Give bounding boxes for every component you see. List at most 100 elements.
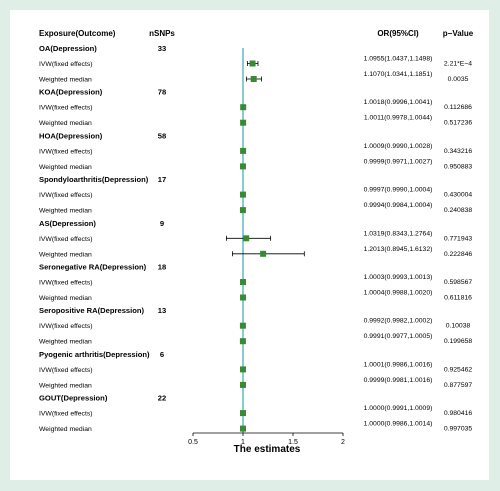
p-value-text: 0.925462 bbox=[444, 366, 473, 373]
header-or: OR(95%CI) bbox=[377, 29, 419, 38]
method-label: IVW(fixed effects) bbox=[39, 411, 93, 418]
group-nsnps: 18 bbox=[158, 263, 166, 272]
estimate-marker bbox=[239, 381, 246, 388]
method-label: IVW(fixed effects) bbox=[39, 148, 93, 155]
x-tick-label: 1 bbox=[241, 439, 245, 446]
estimate-marker bbox=[240, 294, 247, 301]
x-axis: 0.5 1 1.5 2 bbox=[188, 432, 345, 446]
p-value-text: 2.21*E−4 bbox=[444, 61, 472, 68]
estimate-marker bbox=[239, 338, 246, 345]
or-ci-text: 1.0004(0.9988,1.0020) bbox=[364, 290, 433, 297]
estimate-marker bbox=[240, 119, 247, 126]
or-ci-text: 1.0001(0.9986,1.0016) bbox=[364, 361, 433, 368]
group-label: Seronegative RA(Depression) bbox=[39, 263, 147, 272]
estimate-marker bbox=[249, 60, 256, 67]
group-nsnps: 58 bbox=[158, 131, 166, 140]
or-ci-text: 1.0319(0.8343,1.2764) bbox=[364, 230, 433, 237]
p-value-text: 0.112686 bbox=[444, 104, 472, 111]
chart-panel bbox=[10, 10, 489, 480]
p-value-text: 0.980416 bbox=[444, 410, 473, 417]
or-ci-text: 1.1070(1.0341,1.1851) bbox=[364, 71, 433, 78]
p-value-text: 0.877597 bbox=[444, 382, 473, 389]
p-value-text: 0.0035 bbox=[448, 76, 469, 83]
method-label: IVW(fixed effects) bbox=[39, 105, 93, 112]
or-ci-text: 1.0009(0.9990,1.0028) bbox=[364, 143, 433, 150]
header-nsnps: nSNPs bbox=[149, 29, 175, 38]
or-ci-text: 1.0011(0.9978,1.0044) bbox=[364, 115, 432, 122]
estimate-marker bbox=[240, 410, 246, 417]
group-label: HOA(Depression) bbox=[39, 131, 103, 140]
estimate-marker bbox=[240, 147, 247, 154]
group-nsnps: 13 bbox=[158, 306, 166, 315]
p-value-text: 0.771943 bbox=[444, 235, 473, 242]
group-label: KOA(Depression) bbox=[39, 88, 103, 97]
estimate-marker bbox=[239, 322, 246, 329]
estimate-marker bbox=[243, 235, 250, 242]
group-label: GOUT(Depression) bbox=[39, 394, 108, 403]
or-ci-text: 0.9999(0.9981,1.0016) bbox=[364, 377, 433, 384]
p-value-text: 0.598567 bbox=[444, 279, 473, 286]
estimate-marker bbox=[240, 366, 247, 373]
estimate-marker bbox=[239, 163, 246, 170]
or-ci-text: 1.2013(0.8945,1.6132) bbox=[364, 246, 433, 253]
or-ci-text: 0.9997(0.9990,1.0004) bbox=[364, 187, 433, 194]
method-label: IVW(fixed effects) bbox=[39, 280, 93, 287]
or-ci-text: 1.0000(0.9986,1.0014) bbox=[364, 421, 433, 428]
or-ci-text: 1.0003(0.9993,1.0013) bbox=[364, 274, 433, 281]
method-label: Weighted median bbox=[39, 382, 92, 389]
group-label: Spondyloarthritis(Depression) bbox=[39, 175, 149, 184]
p-value-text: 0.997035 bbox=[444, 426, 473, 433]
group-label: Pyogenic arthritis(Depression) bbox=[39, 350, 150, 359]
estimate-marker bbox=[239, 191, 246, 198]
estimate-marker bbox=[239, 207, 246, 214]
group-label: Seropositive RA(Depression) bbox=[39, 306, 145, 315]
group-label: OA(Depression) bbox=[39, 44, 97, 53]
p-value-text: 0.343216 bbox=[444, 148, 473, 155]
x-tick-label: 1.5 bbox=[288, 439, 298, 446]
p-value-text: 0.10038 bbox=[446, 323, 471, 330]
p-value-text: 0.430004 bbox=[444, 192, 473, 199]
method-label: Weighted median bbox=[39, 295, 92, 302]
method-label: Weighted median bbox=[39, 339, 92, 346]
method-label: IVW(fixed effects) bbox=[39, 323, 93, 330]
estimate-marker bbox=[240, 425, 246, 432]
method-label: Weighted median bbox=[39, 426, 92, 433]
group-nsnps: 6 bbox=[160, 350, 164, 359]
group-nsnps: 17 bbox=[158, 175, 166, 184]
x-tick-label: 0.5 bbox=[188, 439, 198, 446]
p-value-text: 0.222846 bbox=[444, 251, 473, 258]
p-value-text: 0.240838 bbox=[444, 207, 473, 214]
header-p-value: p−Value bbox=[443, 29, 474, 38]
p-value-text: 0.199658 bbox=[444, 338, 473, 345]
or-ci-text: 1.0955(1.0437,1.1498) bbox=[364, 56, 433, 63]
method-label: IVW(fixed effects) bbox=[39, 236, 93, 243]
estimate-marker bbox=[240, 104, 247, 111]
method-label: Weighted median bbox=[39, 208, 92, 215]
group-nsnps: 9 bbox=[160, 219, 164, 228]
or-ci-text: 1.0000(0.9991,1.0009) bbox=[364, 405, 433, 412]
or-ci-text: 1.0018(0.9996,1.0041) bbox=[364, 99, 433, 106]
p-value-text: 0.611816 bbox=[444, 295, 472, 302]
estimate-marker bbox=[250, 76, 257, 82]
p-value-text: 0.517236 bbox=[444, 120, 473, 127]
method-label: Weighted median bbox=[39, 164, 92, 171]
method-label: Weighted median bbox=[39, 77, 92, 84]
method-label: IVW(fixed effects) bbox=[39, 61, 93, 68]
group-nsnps: 78 bbox=[158, 88, 166, 97]
or-ci-text: 0.9999(0.9971,1.0027) bbox=[364, 158, 433, 165]
method-label: IVW(fixed effects) bbox=[39, 192, 93, 199]
estimate-marker bbox=[240, 279, 247, 285]
method-label: Weighted median bbox=[39, 251, 92, 258]
p-value-text: 0.950883 bbox=[444, 163, 473, 170]
or-ci-text: 0.9994(0.9984,1.0004) bbox=[364, 202, 433, 209]
estimate-marker bbox=[260, 250, 267, 257]
group-nsnps: 33 bbox=[158, 44, 166, 53]
header-exposure: Exposure(Outcome) bbox=[39, 29, 116, 38]
x-axis-title: The estimates bbox=[234, 444, 301, 455]
group-label: AS(Depression) bbox=[39, 219, 96, 228]
or-ci-text: 0.9991(0.9977,1.0005) bbox=[364, 333, 433, 340]
rows-layer: OA(Depression) 33 IVW(fixed effects) 1.0955… bbox=[39, 44, 472, 433]
or-ci-text: 0.9992(0.9982,1.0002) bbox=[364, 318, 433, 325]
x-tick-label: 2 bbox=[341, 439, 345, 446]
